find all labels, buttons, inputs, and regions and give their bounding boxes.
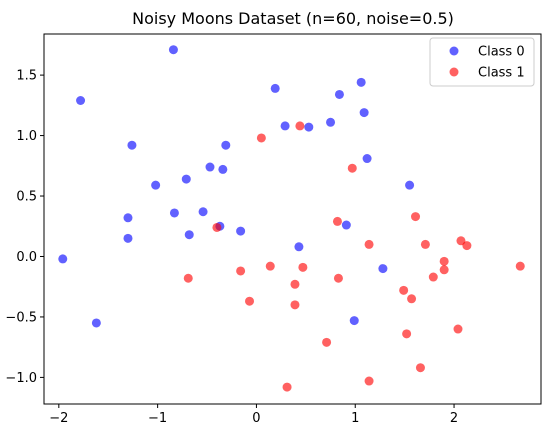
- point-class0: [334, 89, 344, 99]
- legend: Class 0 Class 1: [429, 37, 535, 87]
- point-class1: [245, 296, 255, 306]
- point-class0: [221, 140, 231, 150]
- point-class0: [270, 83, 280, 93]
- point-class0: [326, 117, 336, 127]
- point-class1: [347, 163, 357, 173]
- point-class1: [420, 239, 430, 249]
- point-class1: [428, 272, 438, 282]
- point-class1: [453, 324, 463, 334]
- point-class0: [378, 264, 388, 274]
- point-class1: [290, 279, 300, 289]
- point-class1: [399, 285, 409, 295]
- point-class1: [462, 241, 472, 251]
- point-class0: [151, 180, 161, 190]
- y-axis: −1.0 −0.5 0.0 0.5 1.0 1.5: [5, 69, 44, 386]
- point-class0: [123, 213, 133, 223]
- point-class1: [415, 363, 425, 373]
- y-tick-label: 1.0: [16, 129, 37, 144]
- point-class1: [295, 121, 305, 131]
- point-class1: [298, 262, 308, 272]
- y-tick-label: −0.5: [5, 310, 37, 325]
- point-class1: [364, 239, 374, 249]
- point-class1: [322, 337, 332, 347]
- x-tick-label: 1: [351, 411, 359, 426]
- x-tick-label: −2: [49, 411, 68, 426]
- point-class1: [411, 212, 421, 222]
- y-tick-label: 0.0: [16, 250, 37, 265]
- point-class1: [282, 382, 292, 392]
- points-layer: [58, 45, 525, 392]
- y-tick-label: −1.0: [5, 371, 37, 386]
- point-class0: [127, 140, 137, 150]
- point-class1: [332, 216, 342, 226]
- point-class0: [362, 154, 372, 164]
- y-tick-label: 0.5: [16, 190, 37, 205]
- point-class1: [212, 222, 222, 232]
- chart-title: Noisy Moons Dataset (n=60, noise=0.5): [132, 9, 454, 28]
- legend-marker: [449, 67, 459, 77]
- legend-label: Class 0: [478, 45, 525, 60]
- point-class0: [405, 180, 415, 190]
- legend-label: Class 1: [478, 66, 525, 81]
- y-tick-label: 1.5: [16, 69, 37, 84]
- point-class0: [123, 233, 133, 243]
- point-class0: [280, 121, 290, 131]
- x-tick-label: 2: [450, 411, 458, 426]
- point-class0: [184, 230, 194, 240]
- point-class0: [205, 162, 215, 172]
- point-class1: [439, 256, 449, 266]
- point-class0: [168, 45, 178, 55]
- point-class0: [236, 226, 246, 236]
- point-class1: [236, 266, 246, 276]
- plot-frame: [43, 33, 542, 405]
- point-class1: [183, 273, 193, 283]
- point-class0: [181, 174, 191, 184]
- x-tick-label: 0: [252, 411, 260, 426]
- point-class1: [265, 261, 275, 271]
- x-axis: −2 −1 0 1 2: [49, 404, 458, 426]
- point-class1: [333, 273, 343, 283]
- point-class1: [402, 329, 412, 339]
- point-class0: [198, 207, 208, 217]
- point-class1: [256, 133, 266, 143]
- point-class1: [515, 261, 525, 271]
- point-class0: [341, 220, 351, 230]
- point-class0: [218, 164, 228, 174]
- x-tick-label: −1: [148, 411, 167, 426]
- point-class1: [364, 376, 374, 386]
- point-class0: [304, 122, 314, 132]
- point-class0: [91, 318, 101, 328]
- point-class0: [349, 316, 359, 326]
- point-class1: [407, 294, 417, 304]
- point-class0: [169, 208, 179, 218]
- point-class1: [439, 265, 449, 275]
- point-class0: [294, 242, 304, 252]
- point-class0: [58, 254, 68, 264]
- point-class0: [76, 96, 86, 106]
- point-class0: [359, 108, 369, 118]
- point-class1: [290, 300, 300, 310]
- point-class0: [356, 77, 366, 87]
- legend-marker: [449, 46, 459, 56]
